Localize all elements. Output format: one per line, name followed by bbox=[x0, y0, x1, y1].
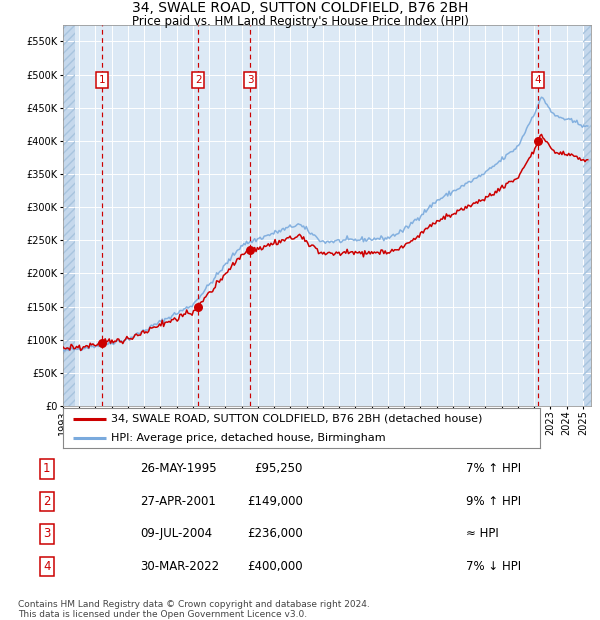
Text: £236,000: £236,000 bbox=[247, 528, 303, 541]
Text: 3: 3 bbox=[43, 528, 50, 541]
Text: 4: 4 bbox=[43, 560, 50, 573]
Text: 09-JUL-2004: 09-JUL-2004 bbox=[140, 528, 212, 541]
Text: 1: 1 bbox=[43, 463, 50, 476]
Text: 34, SWALE ROAD, SUTTON COLDFIELD, B76 2BH (detached house): 34, SWALE ROAD, SUTTON COLDFIELD, B76 2B… bbox=[110, 414, 482, 423]
Text: Price paid vs. HM Land Registry's House Price Index (HPI): Price paid vs. HM Land Registry's House … bbox=[131, 16, 469, 29]
Text: 4: 4 bbox=[535, 75, 542, 85]
Text: 2: 2 bbox=[43, 495, 50, 508]
Text: 9% ↑ HPI: 9% ↑ HPI bbox=[466, 495, 521, 508]
Text: 2: 2 bbox=[195, 75, 202, 85]
Text: £95,250: £95,250 bbox=[254, 463, 303, 476]
Text: 7% ↓ HPI: 7% ↓ HPI bbox=[466, 560, 521, 573]
Text: 3: 3 bbox=[247, 75, 253, 85]
Text: Contains HM Land Registry data © Crown copyright and database right 2024.
This d: Contains HM Land Registry data © Crown c… bbox=[18, 600, 370, 619]
Text: 34, SWALE ROAD, SUTTON COLDFIELD, B76 2BH: 34, SWALE ROAD, SUTTON COLDFIELD, B76 2B… bbox=[132, 1, 468, 16]
Text: 1: 1 bbox=[98, 75, 106, 85]
Text: 30-MAR-2022: 30-MAR-2022 bbox=[140, 560, 219, 573]
Text: £400,000: £400,000 bbox=[247, 560, 303, 573]
Text: 27-APR-2001: 27-APR-2001 bbox=[140, 495, 216, 508]
Text: £149,000: £149,000 bbox=[247, 495, 303, 508]
Text: ≈ HPI: ≈ HPI bbox=[466, 528, 499, 541]
Text: 7% ↑ HPI: 7% ↑ HPI bbox=[466, 463, 521, 476]
Text: HPI: Average price, detached house, Birmingham: HPI: Average price, detached house, Birm… bbox=[110, 433, 385, 443]
Text: 26-MAY-1995: 26-MAY-1995 bbox=[140, 463, 217, 476]
